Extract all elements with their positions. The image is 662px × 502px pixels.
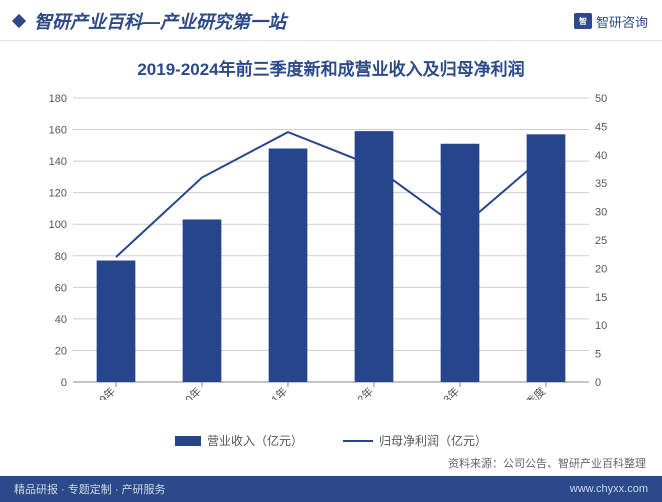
chart-title: 2019-2024年前三季度新和成营业收入及归母净利润	[0, 41, 662, 90]
chart-area: 0 20 40 60 80 100 120 140 160 180 0 5 10 15 20 25 30 35 40…	[31, 90, 631, 400]
legend-line-swatch	[343, 440, 373, 442]
source-text: 资料来源：公司公告、智研产业百科整理	[0, 449, 662, 471]
header-bar: 智研产业百科—产业研究第一站 智 智研咨询	[0, 0, 662, 41]
svg-text:30: 30	[595, 207, 607, 219]
svg-text:60: 60	[55, 282, 67, 294]
legend-bar-item: 营业收入（亿元）	[175, 432, 303, 449]
svg-text:80: 80	[55, 251, 67, 263]
svg-text:20: 20	[55, 345, 67, 357]
brand-logo-icon: 智	[574, 13, 592, 29]
legend-bar-swatch	[175, 436, 201, 446]
svg-text:20: 20	[595, 263, 607, 275]
svg-text:10: 10	[595, 320, 607, 332]
footer-bar: 精品研报 · 专题定制 · 产研服务 www.chyxx.com	[0, 476, 662, 502]
svg-text:180: 180	[49, 93, 67, 105]
svg-text:50: 50	[595, 93, 607, 105]
svg-text:25: 25	[595, 235, 607, 247]
brand-block: 智 智研咨询	[574, 12, 648, 31]
diamond-icon	[12, 14, 26, 28]
svg-text:2024年前三季度: 2024年前三季度	[482, 384, 548, 400]
svg-text:2020年: 2020年	[169, 384, 204, 400]
brand-text: 智研咨询	[596, 12, 648, 31]
chart-svg: 0 20 40 60 80 100 120 140 160 180 0 5 10 15 20 25 30 35 40…	[31, 90, 631, 400]
header-title: 智研产业百科—产业研究第一站	[34, 8, 286, 34]
svg-text:120: 120	[49, 188, 67, 200]
svg-text:5: 5	[595, 349, 601, 361]
footer-left: 精品研报 · 专题定制 · 产研服务	[14, 481, 166, 497]
legend-bar-label: 营业收入（亿元）	[207, 432, 303, 449]
svg-text:100: 100	[49, 219, 67, 231]
svg-text:0: 0	[61, 377, 67, 389]
svg-text:2021年: 2021年	[255, 384, 290, 400]
svg-text:140: 140	[49, 156, 67, 168]
legend-line-item: 归母净利润（亿元）	[343, 432, 487, 449]
svg-text:35: 35	[595, 178, 607, 190]
legend-line-label: 归母净利润（亿元）	[379, 432, 487, 449]
header-left: 智研产业百科—产业研究第一站	[14, 8, 286, 34]
legend: 营业收入（亿元） 归母净利润（亿元）	[0, 432, 662, 449]
svg-text:40: 40	[595, 150, 607, 162]
svg-text:45: 45	[595, 121, 607, 133]
svg-text:2022年: 2022年	[341, 384, 376, 400]
footer-right: www.chyxx.com	[570, 483, 648, 495]
svg-text:15: 15	[595, 292, 607, 304]
svg-text:40: 40	[55, 314, 67, 326]
svg-text:2023年: 2023年	[427, 384, 462, 400]
svg-text:0: 0	[595, 377, 601, 389]
svg-text:160: 160	[49, 125, 67, 137]
svg-text:2019年: 2019年	[83, 384, 118, 400]
